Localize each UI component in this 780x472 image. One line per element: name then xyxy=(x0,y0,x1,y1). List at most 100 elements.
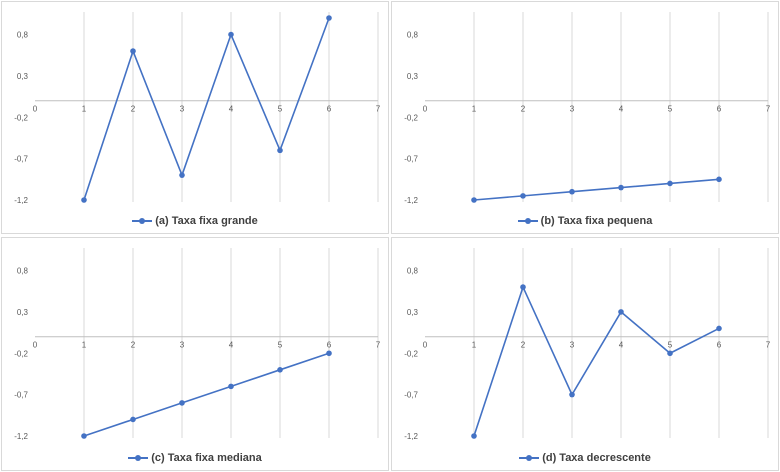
y-tick-label: -0,7 xyxy=(404,155,418,164)
chart-plot-a: 0 1 2 3 4 5 6 7 0,8 0,3 -0,2 -0,7 -1,2 xyxy=(14,12,381,205)
x-tick-label: 0 xyxy=(33,341,38,350)
legend-label: (c) Taxa fixa mediana xyxy=(151,452,262,464)
x-tick-label: 7 xyxy=(766,105,771,114)
x-tick-label: 3 xyxy=(570,105,575,114)
y-tick-label: -0,7 xyxy=(14,155,28,164)
data-point xyxy=(130,48,136,54)
data-point xyxy=(569,391,575,398)
y-tick-label: -0,2 xyxy=(404,113,418,122)
x-tick-label: 4 xyxy=(619,105,624,114)
x-tick-label: 2 xyxy=(521,105,526,114)
y-tick-label: 0,3 xyxy=(407,308,419,317)
data-point xyxy=(618,309,624,315)
data-point xyxy=(618,184,624,191)
legend-label: (a) Taxa fixa grande xyxy=(155,215,258,227)
x-tick-label: 7 xyxy=(376,105,381,114)
x-tick-label: 1 xyxy=(82,341,87,350)
y-tick-label: 0,3 xyxy=(407,72,419,81)
y-tick-label: -1,2 xyxy=(14,196,28,205)
data-point xyxy=(667,350,673,357)
y-tick-label: -0,2 xyxy=(14,113,28,122)
x-tick-label: 3 xyxy=(570,341,575,350)
data-point xyxy=(716,176,722,183)
x-tick-label: 0 xyxy=(33,105,38,114)
data-point xyxy=(471,433,477,439)
x-tick-label: 1 xyxy=(82,105,87,114)
data-point xyxy=(471,197,477,203)
legend-label: (d) Taxa decrescente xyxy=(542,452,651,464)
legend: (a) Taxa fixa grande xyxy=(2,215,388,227)
chart-plot-c: 0 1 2 3 4 5 6 7 0,8 0,3 -0,2 -0,7 -1,2 xyxy=(14,248,381,441)
data-point xyxy=(716,325,722,332)
data-point xyxy=(667,180,673,187)
x-tick-label: 4 xyxy=(229,341,234,350)
x-tick-label: 4 xyxy=(229,105,234,114)
y-tick-label: 0,8 xyxy=(17,267,29,276)
x-tick-label: 5 xyxy=(668,105,673,114)
x-tick-label: 7 xyxy=(376,341,381,350)
legend-marker xyxy=(132,216,153,226)
series-line xyxy=(83,17,330,201)
data-point xyxy=(520,284,526,290)
data-point xyxy=(81,197,87,203)
legend: (c) Taxa fixa mediana xyxy=(2,452,388,464)
x-tick-label: 7 xyxy=(766,341,771,350)
data-point xyxy=(326,350,332,357)
y-tick-label: -1,2 xyxy=(14,432,28,441)
data-point xyxy=(520,193,526,199)
legend-label: (b) Taxa fixa pequena xyxy=(540,215,653,227)
x-tick-label: 5 xyxy=(278,341,283,350)
y-tick-label: -0,2 xyxy=(404,349,418,358)
x-tick-label: 1 xyxy=(472,105,477,114)
chart-plot-b: 0 1 2 3 4 5 6 7 0,8 0,3 -0,2 -0,7 -1,2 xyxy=(404,12,771,205)
series-line xyxy=(473,286,720,437)
data-point xyxy=(277,147,283,154)
x-tick-label: 2 xyxy=(131,105,136,114)
data-point xyxy=(326,15,332,21)
x-tick-label: 2 xyxy=(521,341,526,350)
y-tick-label: 0,8 xyxy=(17,31,29,40)
legend-marker xyxy=(519,453,540,463)
y-tick-label: 0,8 xyxy=(407,31,419,40)
data-point xyxy=(130,416,136,423)
y-tick-label: 0,3 xyxy=(17,308,29,317)
chart-panel-a: 0 1 2 3 4 5 6 7 0,8 0,3 -0,2 -0,7 -1,2 (a) Taxa fixa… xyxy=(1,1,389,234)
series-line xyxy=(83,352,330,437)
data-point xyxy=(228,31,234,38)
chart-plot-d: 0 1 2 3 4 5 6 7 0,8 0,3 -0,2 -0,7 -1,2 xyxy=(404,248,771,441)
y-tick-label: 0,3 xyxy=(17,72,29,81)
data-point xyxy=(228,383,234,390)
data-point xyxy=(179,172,185,178)
series-line xyxy=(473,178,720,201)
chart-panel-d: 0 1 2 3 4 5 6 7 0,8 0,3 -0,2 -0,7 -1,2 (d) Taxa decr… xyxy=(391,237,779,471)
x-tick-label: 6 xyxy=(717,105,722,114)
chart-panel-c: 0 1 2 3 4 5 6 7 0,8 0,3 -0,2 -0,7 -1,2 (c) Taxa fixa… xyxy=(1,237,389,471)
data-point xyxy=(81,433,87,439)
y-tick-label: -1,2 xyxy=(404,196,418,205)
x-tick-label: 6 xyxy=(327,105,332,114)
data-point xyxy=(179,400,185,406)
data-point xyxy=(277,367,283,373)
x-tick-label: 2 xyxy=(131,341,136,350)
y-tick-label: 0,8 xyxy=(407,267,419,276)
data-point xyxy=(569,188,575,195)
y-tick-label: -0,7 xyxy=(14,391,28,400)
legend: (d) Taxa decrescente xyxy=(392,452,778,464)
x-tick-label: 0 xyxy=(423,105,428,114)
y-tick-label: -0,2 xyxy=(14,349,28,358)
x-tick-label: 6 xyxy=(327,341,332,350)
x-tick-label: 6 xyxy=(717,341,722,350)
legend: (b) Taxa fixa pequena xyxy=(392,215,778,227)
x-tick-label: 5 xyxy=(668,341,673,350)
x-tick-label: 3 xyxy=(180,105,185,114)
x-tick-label: 5 xyxy=(278,105,283,114)
y-tick-label: -0,7 xyxy=(404,391,418,400)
legend-marker xyxy=(128,453,149,463)
legend-marker xyxy=(517,216,538,226)
y-tick-label: -1,2 xyxy=(404,432,418,441)
x-tick-label: 3 xyxy=(180,341,185,350)
x-tick-label: 1 xyxy=(472,341,477,350)
chart-panel-b: 0 1 2 3 4 5 6 7 0,8 0,3 -0,2 -0,7 -1,2 (b) Taxa fixa… xyxy=(391,1,779,234)
x-tick-label: 0 xyxy=(423,341,428,350)
x-tick-label: 4 xyxy=(619,341,624,350)
